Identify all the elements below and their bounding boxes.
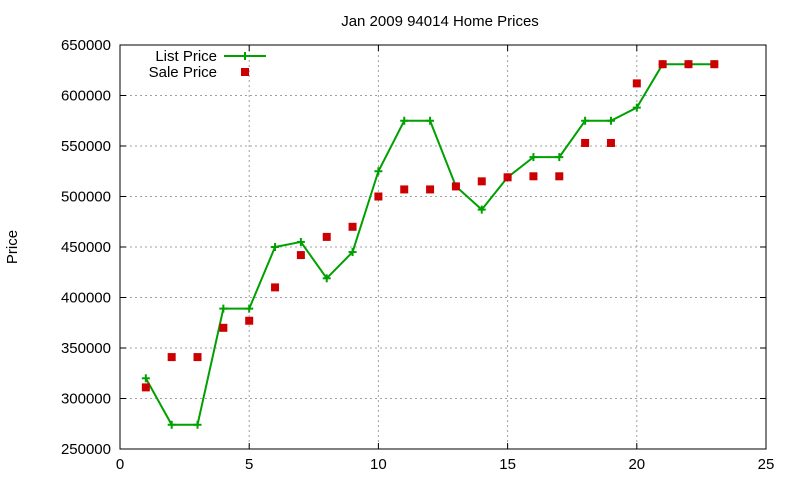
list-price-point [245,304,254,313]
x-tick-label: 10 [370,456,387,473]
sale-price-point [296,251,305,260]
x-tick-label: 20 [628,456,645,473]
legend-plus-swatch [241,52,249,60]
y-axis-label: Price [4,230,21,264]
x-tick-label: 0 [116,456,124,473]
series-1 [141,60,719,392]
sale-price-point [141,383,150,392]
sale-price-point [581,138,590,147]
list-price-point [400,116,409,125]
x-tick-label: 5 [245,456,253,473]
list-price-point [426,116,435,125]
sale-price-point [374,192,383,201]
y-tick-label: 300000 [61,391,111,408]
list-price-point [219,304,228,313]
sale-price-point [400,185,409,194]
x-tick-label: 15 [499,456,516,473]
sale-price-point [710,60,719,69]
list-price-point [271,243,280,251]
y-tick-label: 400000 [61,290,111,307]
sale-price-point [451,182,460,191]
list-price-point [555,153,564,162]
chart-title: Jan 2009 94014 Home Prices [341,13,539,30]
y-tick-label: 600000 [61,88,111,105]
list-price-point [374,167,383,176]
sale-price-point [477,177,486,186]
grid-lines [120,45,766,449]
list-price-point [529,153,538,162]
y-tick-label: 650000 [61,37,111,54]
y-tick-label: 450000 [61,239,111,256]
sale-price-point [167,353,176,362]
sale-price-point [529,172,538,181]
list-price-point [141,374,150,383]
x-tick-label: 25 [758,456,775,473]
sale-price-point [426,185,435,194]
sale-price-point [606,138,615,147]
list-price-point [296,237,305,246]
legend-label: List Price [155,48,217,65]
sale-price-point [245,316,254,325]
y-tick-label: 250000 [61,441,111,458]
sale-price-point [503,173,512,182]
series-0 [141,60,719,429]
list-price-point [167,420,176,429]
y-tick-label: 500000 [61,189,111,206]
list-price-point [348,248,357,257]
list-price-point [477,205,486,214]
axes: 0 5 10 15 20 25 250000 300000 350000 400000 450000… [61,37,774,473]
sale-price-point [193,353,202,362]
sale-price-point [658,60,667,69]
sale-price-point [219,323,228,332]
y-tick-label: 550000 [61,138,111,155]
sale-price-point [632,79,641,88]
sale-price-point [555,172,564,181]
legend-label: Sale Price [149,64,217,81]
sale-price-point [348,222,357,231]
sale-price-point [271,283,280,292]
list-price-point [632,103,641,112]
series [141,60,719,429]
y-tick-label: 350000 [61,340,111,357]
list-price-point [193,420,202,429]
list-price-point [322,274,331,283]
sale-price-point [322,232,331,241]
legend-square-swatch [241,68,249,76]
list-price-point [581,116,590,125]
list-price-point [606,116,615,125]
sale-price-point [684,60,693,69]
